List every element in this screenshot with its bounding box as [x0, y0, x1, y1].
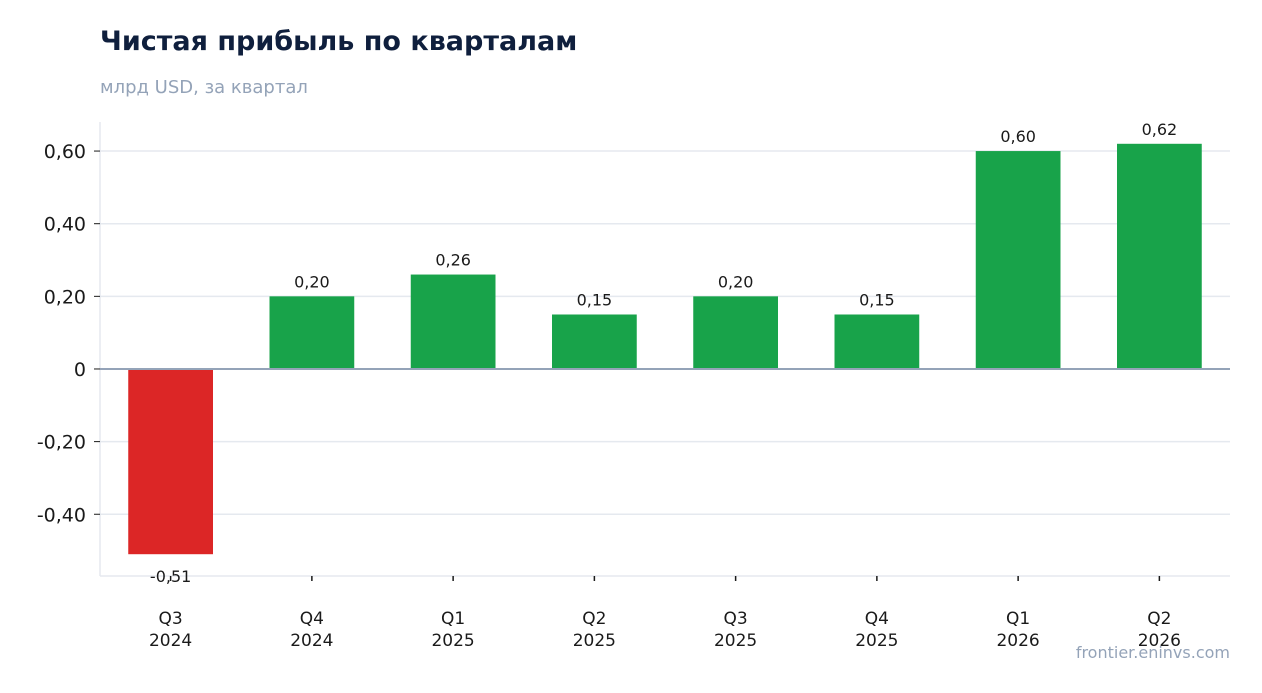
x-tick-label: Q2 2025 [573, 609, 616, 651]
bar [693, 296, 778, 369]
y-tick-label: -0,20 [37, 432, 86, 454]
y-tick-label: 0,20 [44, 286, 86, 308]
bar [552, 314, 637, 369]
y-tick-label: -0,40 [37, 504, 86, 526]
data-label: 0,20 [718, 272, 754, 291]
bar [975, 151, 1061, 369]
x-tick-label: Q3 2024 [149, 609, 192, 651]
x-tick-label: Q1 2025 [431, 609, 474, 651]
data-label: 0,20 [294, 272, 330, 291]
chart-subtitle: млрд USD, за квартал [100, 77, 308, 98]
data-label: 0,15 [859, 290, 895, 309]
x-tick-label: Q2 2026 [1138, 609, 1181, 651]
y-tick-label: 0,60 [44, 141, 86, 163]
bar [128, 368, 213, 555]
data-label: 0,60 [1000, 127, 1036, 146]
bar [1117, 143, 1202, 369]
chart-title: Чистая прибыль по кварталам [100, 26, 578, 57]
x-tick-label: Q1 2026 [996, 609, 1039, 651]
bar [410, 274, 496, 369]
x-tick-label: Q3 2025 [714, 609, 757, 651]
x-tick-label: Q4 2024 [290, 609, 333, 651]
bar [834, 314, 920, 369]
y-tick-label: 0,40 [44, 214, 86, 236]
data-label: 0,15 [577, 290, 613, 309]
data-label: 0,26 [435, 251, 471, 270]
data-label: 0,62 [1142, 120, 1178, 139]
source-credit: frontier.eninvs.com [1075, 643, 1230, 662]
bar [269, 296, 355, 369]
y-tick-label: 0 [74, 359, 86, 381]
x-tick-label: Q4 2025 [855, 609, 898, 651]
